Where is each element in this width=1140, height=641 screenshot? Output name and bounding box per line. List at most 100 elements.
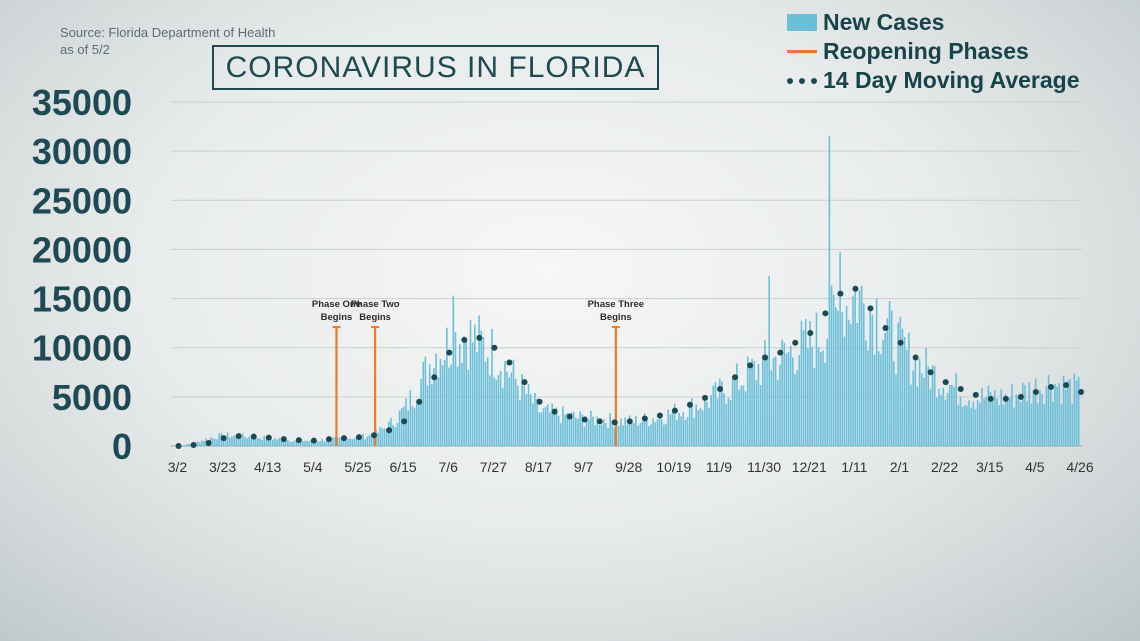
source-note: Source: Florida Department of Health as … — [60, 24, 275, 58]
new-cases-bar — [961, 406, 964, 446]
moving-average-dot — [190, 442, 197, 449]
new-cases-bar — [817, 347, 820, 446]
new-cases-bar — [798, 355, 801, 446]
new-cases-bar — [1037, 403, 1039, 446]
new-cases-bar — [319, 441, 321, 446]
new-cases-bar — [461, 363, 463, 446]
x-tick-label: 9/28 — [615, 459, 642, 475]
new-cases-bar — [407, 410, 409, 446]
new-cases-bar — [590, 410, 592, 446]
new-cases-bar — [946, 392, 949, 446]
new-cases-bar — [519, 399, 521, 446]
legend-label-reopening-phases: Reopening Phases — [823, 38, 1029, 64]
new-cases-bar — [858, 290, 861, 446]
new-cases-bar — [510, 372, 513, 446]
new-cases-bar — [671, 411, 674, 446]
y-tick-label: 20000 — [32, 229, 132, 270]
new-cases-bar — [948, 384, 951, 446]
new-cases-bar — [529, 394, 532, 446]
new-cases-bar — [1019, 401, 1022, 446]
new-cases-bar — [224, 435, 227, 446]
new-cases-bar — [216, 439, 218, 446]
new-cases-bar — [908, 332, 910, 446]
y-tick-label: 10000 — [32, 328, 132, 369]
new-cases-bar — [727, 398, 730, 446]
new-cases-bar — [400, 408, 403, 446]
new-cases-bar — [422, 362, 425, 446]
new-cases-bar — [723, 393, 725, 446]
new-cases-bar — [633, 422, 635, 446]
new-cases-bar — [955, 373, 957, 446]
new-cases-bar — [691, 398, 693, 446]
reopening-phase-label-begins: Begins — [359, 312, 391, 323]
new-cases-bar — [431, 383, 433, 446]
new-cases-bar — [198, 442, 201, 446]
x-tick-label: 10/19 — [656, 459, 691, 475]
new-cases-bar — [772, 357, 775, 446]
new-cases-bar — [299, 439, 302, 446]
new-cases-bar — [413, 407, 416, 446]
new-cases-bar — [1041, 394, 1043, 446]
new-cases-bar — [579, 411, 581, 446]
new-cases-bar — [476, 352, 478, 446]
new-cases-bar — [914, 356, 917, 446]
new-cases-bar — [418, 403, 420, 446]
moving-average-dot — [581, 416, 588, 423]
moving-average-dot — [912, 354, 919, 361]
new-cases-bar — [617, 425, 620, 446]
new-cases-bar — [897, 322, 899, 446]
new-cases-bar — [381, 428, 384, 446]
new-cases-bar — [1024, 384, 1026, 446]
new-cases-bar — [972, 401, 975, 446]
new-cases-bar — [684, 419, 687, 446]
new-cases-bar — [1062, 375, 1065, 446]
y-tick-label: 0 — [112, 426, 132, 467]
moving-average-dot — [536, 398, 543, 405]
new-cases-bar — [516, 385, 519, 446]
new-cases-bar — [495, 379, 498, 446]
new-cases-bar — [731, 376, 734, 446]
new-cases-bar — [645, 418, 648, 446]
y-tick-label: 5000 — [52, 377, 132, 418]
new-cases-bar — [388, 421, 390, 446]
new-cases-bar — [968, 400, 970, 446]
new-cases-bar — [338, 437, 341, 446]
new-cases-bar — [272, 439, 274, 446]
new-cases-bar — [843, 336, 846, 446]
moving-average-dot — [626, 418, 633, 425]
new-cases-bar — [628, 415, 631, 446]
new-cases-bar — [424, 356, 427, 446]
legend-label-new-cases: New Cases — [823, 9, 945, 35]
moving-average-dot — [431, 374, 438, 381]
moving-average-dot — [792, 339, 799, 346]
new-cases-bar — [654, 422, 657, 446]
moving-average-dot — [807, 329, 814, 336]
new-cases-bar — [317, 441, 319, 446]
new-cases-bar — [865, 340, 867, 446]
new-cases-bar — [433, 368, 435, 446]
new-cases-bar — [506, 371, 508, 446]
x-tick-label: 2/1 — [890, 459, 910, 475]
new-cases-bar — [981, 387, 983, 446]
new-cases-bar — [542, 408, 545, 446]
new-cases-bar — [974, 409, 977, 446]
new-cases-bar — [912, 370, 914, 446]
new-cases-bar — [648, 426, 650, 446]
new-cases-bar — [746, 356, 749, 446]
new-cases-bar — [764, 340, 766, 446]
new-cases-bar — [761, 354, 764, 446]
new-cases-bar — [714, 381, 717, 446]
new-cases-bar — [641, 421, 644, 446]
moving-average-dot — [717, 385, 724, 392]
moving-average-dot — [882, 325, 889, 332]
new-cases-bar — [291, 441, 293, 446]
y-tick-label: 25000 — [32, 180, 132, 221]
x-axis: 3/2 3/23 4/13 5/4 5/25 6/15 7/6 7/27 8/17 9/7 9/28… — [168, 459, 1094, 475]
moving-average-dot — [777, 349, 784, 356]
line-swatch-icon — [787, 50, 817, 53]
new-cases-bar — [398, 410, 401, 446]
new-cases-bar — [248, 436, 250, 446]
new-cases-bar — [888, 300, 891, 446]
new-cases-bar — [321, 439, 324, 446]
